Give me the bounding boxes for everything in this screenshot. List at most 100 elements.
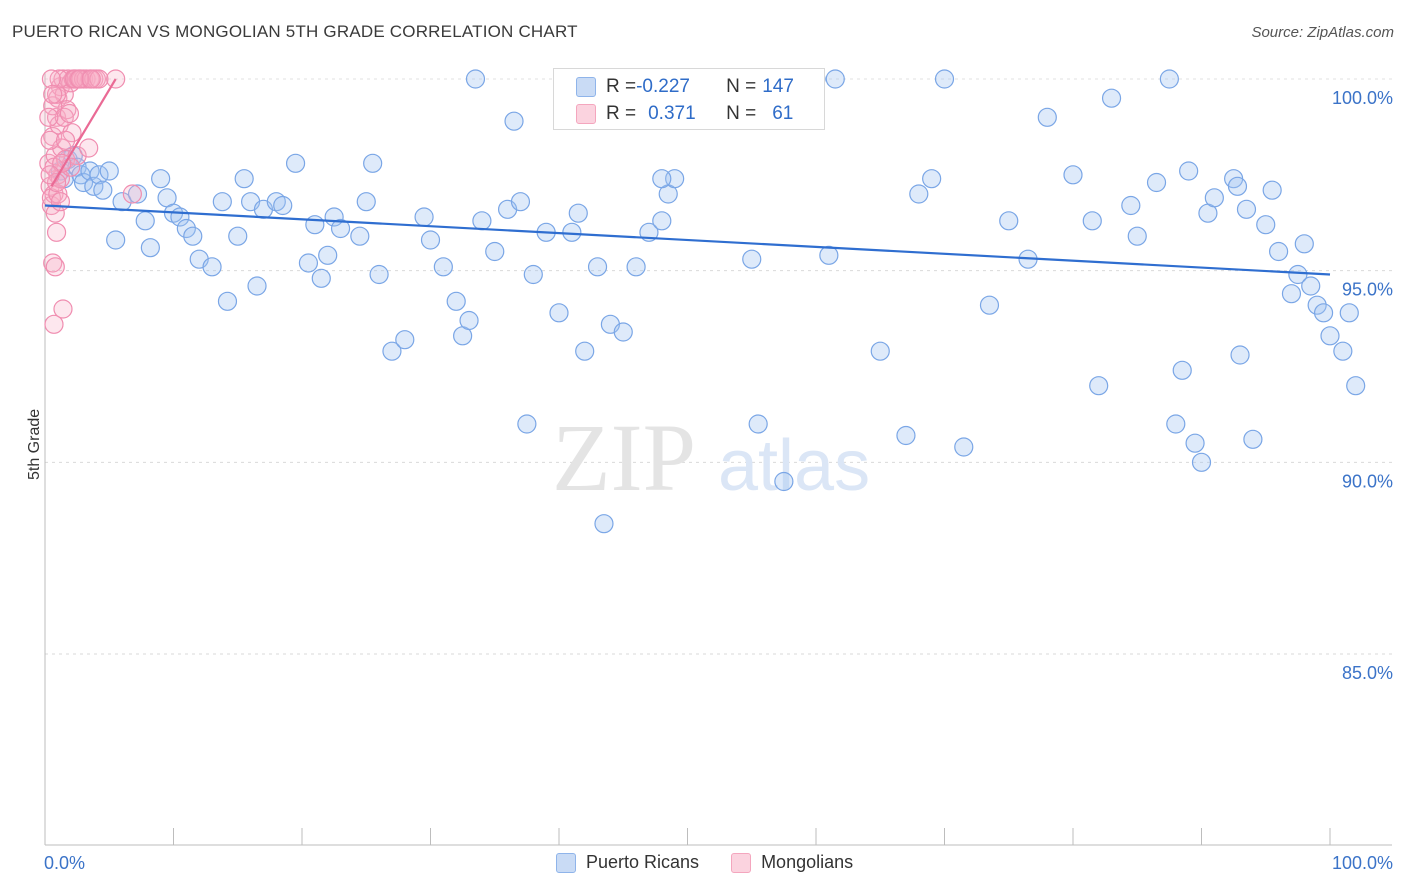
stats-legend-box: R = -0.227 N = 147 R = 0.371 N = 61 [553,68,825,130]
point-puerto-rican [1320,326,1340,346]
point-puerto-rican [1204,188,1224,208]
legend-label: Puerto Ricans [586,852,700,872]
point-puerto-rican [202,257,222,277]
y-tick-label: 90.0% [1342,471,1393,491]
point-puerto-rican [247,276,267,296]
legend: Puerto Ricans Mongolians [556,852,853,873]
point-puerto-rican [73,172,94,193]
point-mongolian [54,84,74,104]
point-puerto-rican [934,69,955,89]
point-puerto-rican [305,215,325,235]
y-tick-label: 85.0% [1342,663,1393,683]
point-puerto-rican [575,341,595,361]
legend-item-puerto-ricans[interactable]: Puerto Ricans [556,852,699,873]
point-puerto-rican [549,303,569,323]
y-axis-label: 5th Grade [26,408,43,480]
point-puerto-rican [106,230,126,250]
point-mongolian [81,69,101,89]
point-mongolian [89,69,109,89]
r-label: R = [606,103,637,124]
point-puerto-rican [742,249,762,269]
point-puerto-rican [1346,376,1366,396]
tick-labels: 85.0% 90.0% 95.0% 100.0% 0.0% 100.0% [44,88,1393,873]
point-puerto-rican [183,226,203,246]
point-puerto-rican [870,341,890,361]
point-puerto-rican [433,257,453,277]
point-puerto-rican [99,161,119,181]
point-puerto-rican [369,264,389,285]
point-mongolian [46,172,67,193]
point-mongolian [64,69,85,89]
point-mongolian [50,192,71,212]
point-puerto-rican [517,414,537,434]
point-mongolian [54,107,74,127]
point-puerto-rican [1127,226,1147,246]
point-puerto-rican [127,184,148,204]
point-puerto-rican [594,514,614,534]
point-puerto-rican [774,471,794,492]
point-puerto-rican [954,437,974,457]
point-puerto-rican [1089,376,1109,396]
point-puerto-rican [1268,241,1289,262]
point-mongolian [40,165,60,185]
point-puerto-rican [1166,414,1186,434]
point-puerto-rican [217,291,238,311]
point-puerto-rican [1301,276,1321,296]
point-puerto-rican [382,341,402,361]
point-puerto-rican [285,153,306,173]
legend-item-mongolians[interactable]: Mongolians [731,852,853,873]
point-mongolian [43,96,63,116]
stats-swatch-pink [576,104,596,124]
n-label: N = [726,76,757,97]
point-puerto-rican [212,192,232,212]
legend-swatch-pink [731,852,752,873]
point-puerto-rican [1082,211,1102,231]
point-puerto-rican [896,425,916,446]
point-puerto-rican [1227,176,1248,196]
point-puerto-rican [1256,215,1276,235]
stats-swatch-blue [576,77,596,97]
axes [44,72,1392,846]
point-puerto-rican [1101,88,1122,108]
point-mongolian [45,257,65,277]
chart-title: PUERTO RICAN VS MONGOLIAN 5TH GRADE CORR… [12,22,578,41]
point-puerto-rican [626,257,646,277]
point-puerto-rican [504,111,524,131]
x-tick-label: 100.0% [1332,853,1393,873]
point-puerto-rican [330,218,351,239]
source-label: Source: ZipAtlas.com [1251,24,1394,41]
point-puerto-rican [350,226,370,246]
point-puerto-rican [318,245,338,265]
legend-label: Mongolians [761,852,854,872]
point-puerto-rican [652,211,672,231]
point-puerto-rican [1121,195,1141,216]
point-puerto-rican [140,238,160,258]
watermark-zip: ZIP [552,404,696,511]
point-puerto-rican [1313,303,1334,323]
point-puerto-rican [748,414,768,434]
point-puerto-rican [1288,264,1308,285]
point-puerto-rican [922,169,942,189]
point-puerto-rican [414,207,434,227]
point-puerto-rican [89,165,109,185]
point-mongolian [40,130,60,150]
point-puerto-rican [363,153,383,173]
point-puerto-rican [472,211,492,231]
point-puerto-rican [93,180,113,200]
point-puerto-rican [485,241,505,262]
point-puerto-rican [999,211,1019,231]
point-mongolian [41,69,62,89]
point-mongolian [122,184,142,204]
point-puerto-rican [562,222,582,242]
point-puerto-rican [459,310,479,331]
point-mongolian [53,299,73,319]
point-mongolian [44,314,64,334]
point-puerto-rican [420,230,441,250]
r-value: 0.371 [648,103,696,124]
point-puerto-rican [356,192,376,212]
point-puerto-rican [1146,172,1167,193]
point-mongolian [46,107,67,127]
point-mongolian [46,222,67,242]
point-puerto-rican [909,184,929,204]
point-puerto-rican [151,169,171,189]
